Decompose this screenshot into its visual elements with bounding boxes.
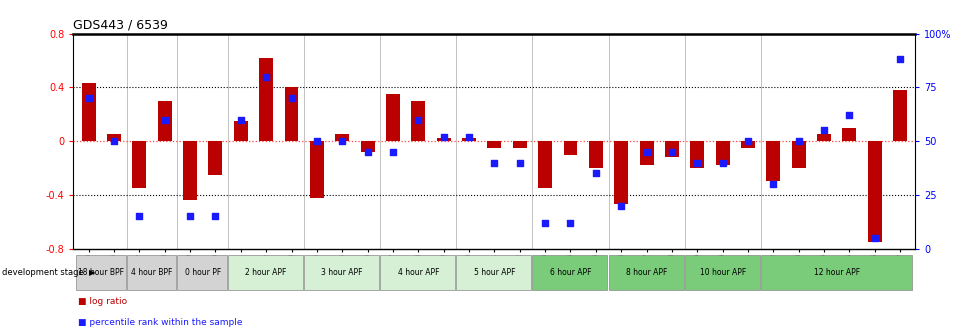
- Text: 10 hour APF: 10 hour APF: [699, 268, 745, 277]
- Bar: [588, 141, 602, 168]
- Bar: [613, 141, 628, 204]
- Point: [359, 149, 375, 155]
- Text: 3 hour APF: 3 hour APF: [321, 268, 363, 277]
- Bar: [462, 138, 475, 141]
- Text: GDS443 / 6539: GDS443 / 6539: [73, 18, 168, 31]
- Text: 8 hour APF: 8 hour APF: [625, 268, 667, 277]
- Point: [384, 149, 400, 155]
- Point: [156, 117, 172, 122]
- Point: [309, 138, 325, 144]
- Text: 6 hour APF: 6 hour APF: [550, 268, 591, 277]
- Bar: [360, 141, 375, 152]
- Text: 2 hour APF: 2 hour APF: [245, 268, 287, 277]
- Point: [461, 134, 476, 139]
- Point: [486, 160, 502, 165]
- Bar: [791, 141, 805, 168]
- Bar: [689, 141, 703, 168]
- Point: [613, 203, 629, 208]
- Bar: [532, 255, 607, 290]
- Bar: [842, 128, 856, 141]
- Bar: [563, 141, 577, 155]
- Point: [663, 149, 679, 155]
- Point: [410, 117, 425, 122]
- Bar: [379, 255, 455, 290]
- Point: [867, 235, 882, 241]
- Text: 4 hour APF: 4 hour APF: [397, 268, 438, 277]
- Bar: [538, 141, 552, 188]
- Text: 4 hour BPF: 4 hour BPF: [131, 268, 172, 277]
- Bar: [760, 255, 911, 290]
- Point: [765, 181, 780, 187]
- Bar: [76, 255, 125, 290]
- Bar: [208, 141, 222, 175]
- Bar: [183, 141, 197, 200]
- Bar: [456, 255, 531, 290]
- Text: development stage  ▶: development stage ▶: [2, 268, 96, 277]
- Bar: [639, 141, 653, 165]
- Bar: [740, 141, 754, 148]
- Point: [81, 95, 97, 101]
- Point: [816, 128, 831, 133]
- Point: [588, 171, 603, 176]
- Point: [258, 74, 274, 79]
- Text: 12 hour APF: 12 hour APF: [813, 268, 859, 277]
- Point: [106, 138, 121, 144]
- Bar: [684, 255, 759, 290]
- Text: 0 hour PF: 0 hour PF: [185, 268, 221, 277]
- Point: [334, 138, 350, 144]
- Point: [891, 57, 907, 62]
- Bar: [81, 83, 96, 141]
- Bar: [285, 87, 298, 141]
- Bar: [259, 58, 273, 141]
- Point: [638, 149, 653, 155]
- Bar: [334, 134, 349, 141]
- Point: [435, 134, 451, 139]
- Bar: [304, 255, 378, 290]
- Bar: [177, 255, 227, 290]
- Bar: [107, 134, 121, 141]
- Point: [182, 214, 198, 219]
- Bar: [436, 138, 450, 141]
- Bar: [385, 94, 400, 141]
- Bar: [132, 141, 146, 188]
- Point: [841, 113, 857, 118]
- Point: [689, 160, 704, 165]
- Point: [284, 95, 299, 101]
- Bar: [157, 101, 171, 141]
- Bar: [487, 141, 501, 148]
- Bar: [867, 141, 881, 242]
- Text: ■ log ratio: ■ log ratio: [78, 297, 127, 305]
- Point: [537, 220, 553, 225]
- Bar: [766, 141, 779, 181]
- Bar: [608, 255, 683, 290]
- Point: [790, 138, 806, 144]
- Bar: [411, 101, 424, 141]
- Bar: [892, 90, 907, 141]
- Text: ■ percentile rank within the sample: ■ percentile rank within the sample: [78, 319, 243, 327]
- Point: [562, 220, 578, 225]
- Point: [233, 117, 248, 122]
- Bar: [817, 134, 830, 141]
- Point: [207, 214, 223, 219]
- Point: [739, 138, 755, 144]
- Text: 5 hour APF: 5 hour APF: [473, 268, 514, 277]
- Bar: [234, 121, 247, 141]
- Bar: [664, 141, 678, 157]
- Bar: [310, 141, 324, 198]
- Point: [511, 160, 527, 165]
- Point: [714, 160, 730, 165]
- Bar: [126, 255, 176, 290]
- Text: 18 hour BPF: 18 hour BPF: [78, 268, 124, 277]
- Point: [131, 214, 147, 219]
- Bar: [715, 141, 729, 165]
- Bar: [228, 255, 303, 290]
- Bar: [512, 141, 526, 148]
